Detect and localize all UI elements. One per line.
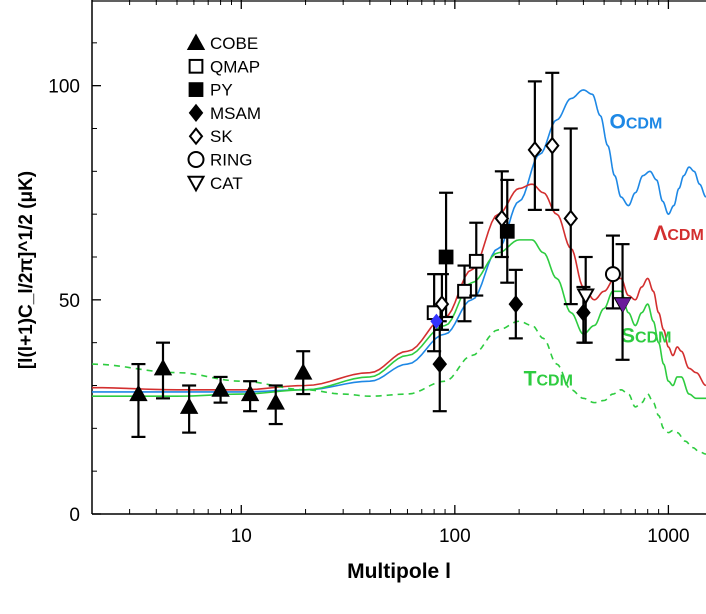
- point-sk: [494, 209, 510, 228]
- legend-label-ring: RING: [210, 151, 253, 170]
- model-curve-labels: OCDM ΛCDM SCDM TCDM: [524, 111, 704, 391]
- point-py: [438, 249, 454, 265]
- point-sk: [563, 209, 579, 228]
- model-label-cdm: ΛCDM: [653, 222, 703, 245]
- point-sk: [545, 136, 560, 155]
- experiment-data-points: [129, 71, 632, 438]
- x-tick-label: 10: [231, 526, 252, 547]
- point-sk: [434, 295, 450, 314]
- point-sk: [527, 140, 543, 160]
- axis-ticks: [91, 0, 670, 515]
- point-msam: [576, 303, 591, 322]
- point-cobe: [179, 397, 199, 414]
- y-tick-label: 100: [48, 77, 80, 98]
- legend-label-sk: SK: [210, 127, 233, 146]
- axis-tick-labels: 10 100 1000 0 50 100: [48, 77, 689, 547]
- point-qmap: [457, 283, 472, 299]
- y-axis-label: [l(l+1)C_l/2π]^1/2 (μK): [16, 171, 37, 369]
- point-cobe: [129, 384, 148, 402]
- model-label-cdm: OCDM: [610, 111, 663, 134]
- point-colored-marker: [430, 313, 443, 329]
- point-ring: [604, 266, 621, 283]
- point-colored-marker: [615, 298, 631, 313]
- point-cobe: [240, 384, 260, 402]
- legend-marker-cobe: [186, 33, 206, 50]
- x-axis-label: Multipole l: [347, 560, 451, 583]
- legend-label-py: PY: [210, 81, 233, 100]
- legend-label-cobe: COBE: [210, 34, 258, 53]
- x-tick-label: 100: [439, 526, 471, 547]
- point-cobe: [211, 380, 230, 397]
- model-label-cdm: TCDM: [524, 368, 573, 391]
- legend-label-qmap: QMAP: [210, 57, 260, 76]
- legend: COBE QMAP PY MSAM SK RING CAT: [186, 33, 261, 193]
- legend-marker-ring: [187, 151, 205, 168]
- legend-marker-msam: [188, 103, 204, 123]
- point-cobe: [153, 358, 173, 376]
- legend-label-msam: MSAM: [210, 104, 261, 123]
- y-tick-label: 50: [59, 291, 80, 312]
- legend-marker-qmap: [188, 58, 204, 74]
- y-tick-label: 0: [69, 505, 80, 526]
- point-msam: [508, 295, 524, 314]
- point-cat: [576, 288, 595, 306]
- model-label-cdm: SCDM: [621, 325, 671, 348]
- point-cobe: [266, 393, 285, 410]
- point-qmap: [468, 253, 484, 269]
- legend-marker-cat: [186, 175, 206, 193]
- legend-marker-py: [188, 82, 204, 97]
- model-curve-cdm: [92, 183, 706, 391]
- legend-marker-sk: [188, 127, 204, 146]
- point-msam: [432, 354, 448, 374]
- legend-label-cat: CAT: [210, 174, 243, 193]
- model-curve-scdm: [92, 239, 706, 400]
- model-curve-tcdm: [92, 320, 706, 455]
- x-tick-label: 1000: [647, 526, 689, 547]
- model-curves: [92, 89, 706, 455]
- model-curve-ocdm: [92, 89, 706, 393]
- point-cobe: [294, 363, 313, 380]
